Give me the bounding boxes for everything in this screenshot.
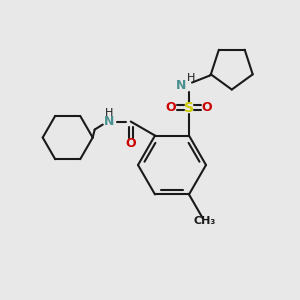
Text: N: N [103, 115, 114, 128]
Text: H: H [187, 73, 195, 82]
Text: O: O [166, 101, 176, 114]
Text: S: S [184, 100, 194, 115]
Text: H: H [105, 108, 113, 118]
Text: O: O [125, 137, 136, 150]
Text: CH₃: CH₃ [194, 216, 216, 226]
Text: O: O [202, 101, 212, 114]
Text: N: N [176, 79, 186, 92]
